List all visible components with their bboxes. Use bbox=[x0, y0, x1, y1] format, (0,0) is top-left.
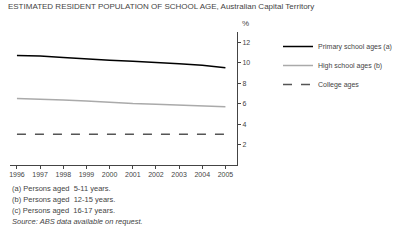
svg-text:ESTIMATED RESIDENT POPULATION: ESTIMATED RESIDENT POPULATION OF SCHOOL … bbox=[8, 2, 314, 11]
svg-text:4: 4 bbox=[242, 121, 246, 128]
svg-text:2002: 2002 bbox=[148, 171, 164, 178]
svg-text:2003: 2003 bbox=[171, 171, 187, 178]
svg-text:10: 10 bbox=[242, 59, 250, 66]
svg-text:%: % bbox=[242, 19, 249, 28]
svg-text:(c) Persons aged 16-17 years.: (c) Persons aged 16-17 years. bbox=[12, 206, 115, 215]
svg-text:Source: ABS data available on: Source: ABS data available on request. bbox=[12, 217, 143, 226]
svg-text:2000: 2000 bbox=[102, 171, 118, 178]
svg-text:College ages: College ages bbox=[318, 81, 359, 89]
svg-text:1997: 1997 bbox=[32, 171, 48, 178]
svg-text:(b) Persons aged 12-15 years.: (b) Persons aged 12-15 years. bbox=[12, 195, 115, 204]
svg-text:Primary school ages (a): Primary school ages (a) bbox=[318, 43, 392, 51]
svg-text:2: 2 bbox=[242, 141, 246, 148]
svg-text:6: 6 bbox=[242, 100, 246, 107]
svg-text:2005: 2005 bbox=[218, 171, 234, 178]
svg-text:8: 8 bbox=[242, 80, 246, 87]
svg-text:1996: 1996 bbox=[9, 171, 25, 178]
svg-text:1999: 1999 bbox=[79, 171, 95, 178]
svg-text:(a) Persons aged 5-11 years.: (a) Persons aged 5-11 years. bbox=[12, 184, 111, 193]
svg-text:2001: 2001 bbox=[125, 171, 141, 178]
svg-text:High school ages (b): High school ages (b) bbox=[318, 62, 382, 70]
svg-text:2004: 2004 bbox=[194, 171, 210, 178]
svg-text:1998: 1998 bbox=[55, 171, 71, 178]
svg-text:12: 12 bbox=[242, 39, 250, 46]
